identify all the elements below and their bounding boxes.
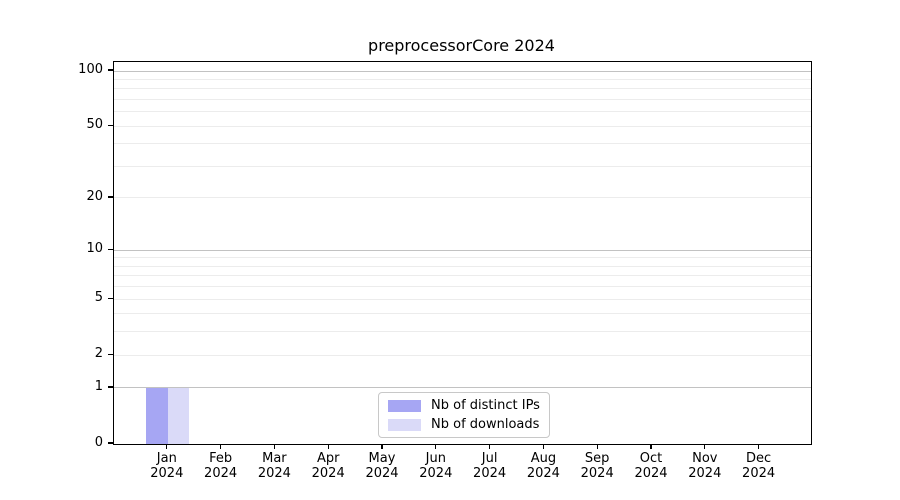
- x-tick-month: Apr: [316, 451, 340, 466]
- x-tick-label-oct: Oct 2024: [619, 451, 683, 481]
- x-tick-mark: [381, 444, 383, 450]
- legend-item: Nb of distinct IPs: [388, 398, 540, 413]
- y-tick-label-100: 100: [78, 62, 103, 78]
- x-tick-label-may: May 2024: [350, 451, 414, 481]
- y-tick-mark: [108, 196, 113, 198]
- x-tick-month: Mar: [262, 451, 287, 466]
- bar-nb-of-downloads-jan-2024: [167, 387, 190, 444]
- x-tick-mark: [488, 444, 491, 450]
- x-tick-mark: [704, 444, 706, 450]
- x-tick-mark: [273, 444, 276, 450]
- x-tick-month: Nov: [692, 451, 718, 466]
- x-tick-month: Jun: [425, 451, 446, 466]
- x-tick-mark: [596, 444, 598, 450]
- x-tick-year: 2024: [634, 466, 668, 481]
- x-tick-year: 2024: [365, 466, 399, 481]
- legend-item: Nb of downloads: [388, 417, 540, 432]
- y-tick-mark: [108, 297, 113, 299]
- y-tick-mark: [108, 69, 113, 71]
- x-tick-mark: [219, 444, 222, 450]
- x-tick-month: May: [368, 451, 396, 466]
- x-tick-year: 2024: [473, 466, 507, 481]
- x-tick-year: 2024: [419, 466, 453, 481]
- x-tick-label-dec: Dec 2024: [727, 451, 791, 481]
- x-tick-label-aug: Aug 2024: [511, 451, 575, 481]
- legend-swatch-icon: [388, 399, 421, 412]
- x-tick-label-jan: Jan 2024: [135, 451, 199, 481]
- x-tick-label-mar: Mar 2024: [242, 451, 306, 481]
- x-tick-label-sep: Sep 2024: [565, 451, 629, 481]
- x-tick-year: 2024: [204, 466, 238, 481]
- x-tick-mark: [327, 444, 329, 450]
- x-tick-month: Oct: [639, 451, 663, 466]
- y-tick-mark: [108, 248, 113, 250]
- y-tick-mark: [108, 386, 113, 388]
- plot-area: Nb of distinct IPs Nb of downloads: [113, 61, 812, 445]
- legend-item-label: Nb of distinct IPs: [431, 398, 540, 413]
- x-tick-year: 2024: [742, 466, 776, 481]
- x-tick-label-jun: Jun 2024: [404, 451, 468, 481]
- y-tick-label-1: 1: [94, 378, 103, 394]
- x-tick-year: 2024: [257, 466, 291, 481]
- y-tick-mark: [108, 353, 113, 355]
- x-tick-month: Dec: [746, 451, 772, 466]
- chart-title: preprocessorCore 2024: [368, 36, 555, 55]
- y-tick-label-5: 5: [94, 290, 103, 306]
- y-tick-label-50: 50: [86, 117, 103, 133]
- x-tick-label-feb: Feb 2024: [189, 451, 253, 481]
- x-tick-mark: [166, 444, 168, 450]
- x-tick-mark: [757, 444, 760, 450]
- x-tick-month: Sep: [584, 451, 610, 466]
- bars-layer: [114, 62, 811, 444]
- x-tick-month: Jan: [156, 451, 177, 466]
- x-tick-mark: [435, 444, 437, 450]
- legend-swatch-icon: [388, 418, 421, 431]
- y-tick-mark: [108, 124, 113, 126]
- x-tick-month: Aug: [530, 451, 557, 466]
- x-tick-year: 2024: [526, 466, 560, 481]
- x-tick-year: 2024: [150, 466, 184, 481]
- x-tick-label-jul: Jul 2024: [458, 451, 522, 481]
- y-tick-label-10: 10: [86, 241, 103, 257]
- legend: Nb of distinct IPs Nb of downloads: [378, 392, 550, 438]
- x-tick-mark: [650, 444, 652, 450]
- x-tick-year: 2024: [311, 466, 345, 481]
- y-tick-mark: [108, 442, 113, 444]
- x-tick-month: Feb: [209, 451, 233, 466]
- legend-item-label: Nb of downloads: [431, 417, 540, 432]
- x-tick-label-nov: Nov 2024: [673, 451, 737, 481]
- x-tick-mark: [542, 444, 545, 450]
- x-tick-label-apr: Apr 2024: [296, 451, 360, 481]
- y-tick-label-20: 20: [86, 188, 103, 204]
- x-tick-month: Jul: [481, 451, 498, 466]
- y-tick-label-2: 2: [94, 346, 103, 362]
- x-tick-year: 2024: [688, 466, 722, 481]
- x-tick-year: 2024: [580, 466, 614, 481]
- y-tick-label-0: 0: [94, 435, 103, 450]
- bar-nb-of-distinct-ips-jan-2024: [146, 387, 168, 444]
